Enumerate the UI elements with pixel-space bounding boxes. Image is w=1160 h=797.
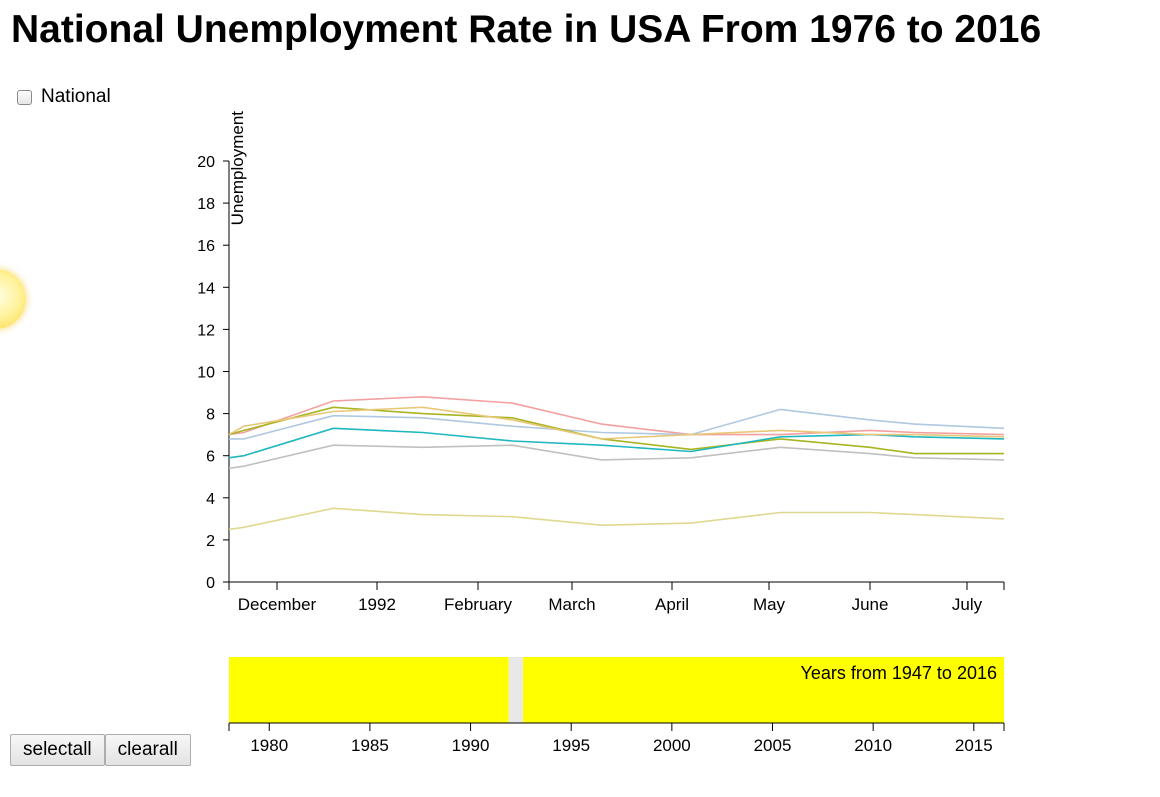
national-checkbox[interactable] [17, 89, 32, 105]
x-tick-label: July [952, 595, 983, 614]
brush-x-tick-label: 2000 [653, 736, 691, 755]
y-tick-label: 4 [206, 491, 215, 508]
y-tick-label: 2 [206, 533, 215, 550]
y-tick-label: 10 [197, 365, 215, 382]
x-tick-label: May [753, 595, 786, 614]
series-line [228, 507, 1005, 531]
page-title: National Unemployment Rate in USA From 1… [11, 8, 1042, 51]
national-toggle[interactable]: National [17, 86, 111, 108]
x-tick-label: June [852, 595, 889, 614]
x-tick-label: April [655, 595, 689, 614]
year-range-brush[interactable]: Years from 1947 to 2016 1980 1985 1990 1995 2… [0, 650, 1160, 770]
series-line [229, 408, 1005, 440]
brush-selection [522, 657, 1004, 723]
brush-selection [229, 657, 509, 723]
y-tick-label: 8 [206, 407, 215, 424]
brush-gap [508, 657, 523, 723]
series-line [228, 406, 1005, 440]
brush-x-tick-label: 1990 [452, 736, 490, 755]
series-line [228, 444, 1005, 470]
brush-x-tick-label: 1980 [250, 736, 288, 755]
brush-annotation: Years from 1947 to 2016 [801, 663, 997, 683]
y-tick-label: 16 [197, 238, 215, 255]
brush-x-tick-label: 2005 [754, 736, 792, 755]
brush-x-tick-label: 2010 [854, 736, 892, 755]
selectall-button[interactable]: selectall [10, 734, 105, 766]
y-tick-label: 6 [206, 449, 215, 466]
y-tick-label: 20 [197, 154, 215, 171]
y-tick-label: 14 [197, 280, 215, 297]
y-tick-label: 18 [197, 196, 215, 213]
brush-x-tick-label: 2015 [955, 736, 993, 755]
clearall-button[interactable]: clearall [104, 734, 191, 766]
unemployment-line-chart: 0 2 4 6 8 10 12 14 16 18 20 Unemployment December 199… [197, 111, 1005, 614]
y-tick-label: 0 [206, 575, 215, 592]
x-tick-label: 1992 [358, 595, 396, 614]
x-tick-label: December [238, 595, 317, 614]
y-axis-label: Unemployment [228, 111, 247, 226]
y-tick-label: 12 [197, 322, 215, 339]
brush-x-tick-label: 1985 [351, 736, 389, 755]
x-tick-label: February [444, 595, 513, 614]
series-line [228, 395, 1005, 436]
brush-x-tick-label: 1995 [552, 736, 590, 755]
x-tick-label: March [548, 595, 595, 614]
national-label: National [41, 86, 111, 107]
